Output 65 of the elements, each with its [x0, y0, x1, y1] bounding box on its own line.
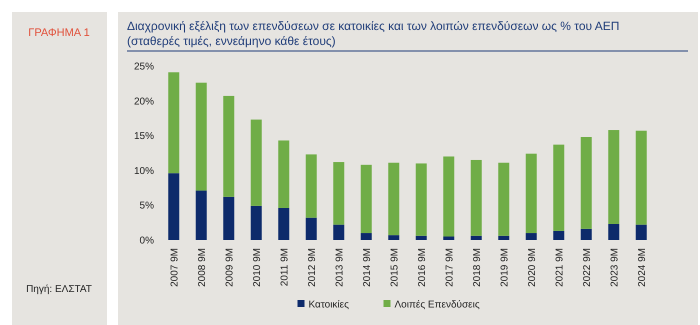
bar: [526, 154, 537, 234]
bar: [553, 230, 564, 240]
bar: [360, 164, 372, 234]
bar: [636, 130, 647, 225]
x-tick-label: 2021 9M: [554, 248, 566, 287]
x-tick-label: 2012 9M: [306, 248, 318, 287]
bar: [388, 162, 400, 236]
y-tick-label: 0%: [140, 236, 154, 246]
bar: [306, 154, 317, 218]
bar: [196, 82, 207, 191]
x-tick-label: 2019 9M: [499, 248, 510, 287]
x-tick-label: 2023 9M: [609, 248, 620, 287]
x-tick-label: 2022 9M: [582, 248, 593, 287]
bar: [580, 136, 592, 229]
bar: [223, 96, 234, 197]
bar: [498, 236, 510, 240]
x-tick-label: 2016 9M: [416, 248, 428, 287]
bar: [498, 162, 510, 236]
bar: [470, 160, 482, 236]
x-tick-label: 2011 9M: [279, 248, 290, 286]
bar: [196, 190, 207, 240]
y-tick-label: 25%: [134, 62, 154, 72]
bar: [470, 236, 482, 240]
bar: [360, 233, 372, 240]
bar: [306, 218, 317, 240]
bar: [580, 228, 592, 240]
text: Πηγή: ΕΛΣΤΑΤ: [26, 284, 92, 295]
y-tick-label: 20%: [134, 96, 154, 108]
y-tick-label: 15%: [134, 131, 154, 142]
bar: [250, 120, 262, 206]
x-tick-label: 2017 9M: [444, 248, 456, 287]
bar: [333, 224, 344, 240]
bar: [416, 163, 427, 236]
x-tick-label: 2015 9M: [389, 248, 400, 287]
x-tick-label: 2014 9M: [362, 248, 373, 287]
bar: [636, 224, 647, 240]
x-tick-label: 2013 9M: [334, 248, 346, 287]
bar: [526, 233, 537, 240]
x-tick-label: 2009 9M: [224, 248, 236, 287]
x-tick-label: 2010 9M: [252, 248, 263, 287]
text: ΓΡΑΦΗΜΑ 1: [28, 27, 90, 39]
bar: [553, 144, 564, 231]
bar: [168, 72, 180, 174]
x-tick-label: 2018 9M: [472, 248, 483, 287]
y-tick-label: 5%: [140, 200, 154, 212]
bar: [250, 206, 262, 240]
bar: [223, 196, 234, 240]
bar: [443, 156, 454, 237]
bar: [416, 236, 427, 240]
x-tick-label: 2024 9M: [636, 248, 648, 287]
chart-title: Διαχρονική εξέλιξη των επενδύσεων σε κατοικίες και των λοιπών επενδύσεων ως % του ΑΕΠ (σταθερές τιμές, εννεάμηνο κάθε έτους): [127, 19, 620, 48]
bar: [278, 140, 290, 208]
bar: [278, 208, 290, 240]
bar: [443, 236, 454, 240]
bar: [388, 235, 400, 240]
y-tick-label: 10%: [134, 166, 154, 177]
x-tick-label: 2008 9M: [196, 248, 208, 287]
legend-label: Λοιπές Επενδύσεις: [394, 300, 480, 310]
bar: [608, 130, 620, 224]
bar: [333, 162, 344, 225]
x-tick-label: 2020 9M: [526, 248, 538, 287]
bar: [168, 173, 180, 240]
legend-label: Κατοικίες: [308, 300, 350, 310]
bar: [608, 224, 620, 240]
x-tick-label: 2007 9M: [169, 248, 180, 287]
